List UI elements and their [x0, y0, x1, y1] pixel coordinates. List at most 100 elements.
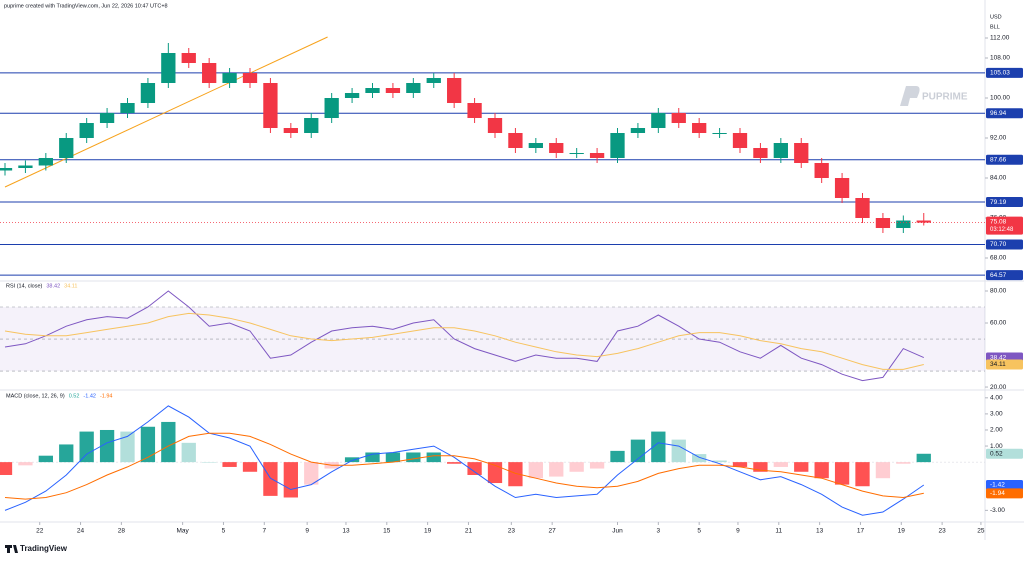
candle-body: [242, 73, 258, 83]
candle-body: [569, 153, 584, 154]
histogram-bar: [467, 462, 482, 475]
x-tick-label: 13: [342, 528, 350, 535]
level-label-box: [986, 154, 1023, 165]
candle-body: [855, 198, 870, 218]
x-tick-label: 15: [383, 528, 391, 535]
x-tick-label: 5: [697, 528, 701, 535]
histogram-bar: [385, 452, 401, 463]
candle-body: [324, 98, 339, 118]
histogram-bar: [304, 462, 319, 485]
level-label: 96.94: [990, 110, 1007, 117]
histogram-bar: [834, 462, 850, 485]
candle-body: [447, 78, 462, 103]
candle-body: [773, 143, 788, 158]
rsi-line: [4, 290, 925, 382]
histogram-bar: [855, 462, 870, 487]
histogram-bar: [426, 452, 441, 463]
unit: BLL: [990, 24, 1000, 30]
x-tick-label: 19: [424, 528, 432, 535]
candle-body: [99, 113, 115, 123]
histogram-bar: [242, 462, 258, 472]
y-tick-label: 100.00: [990, 95, 1010, 102]
candle-body: [304, 118, 319, 133]
histogram-bar: [814, 462, 829, 479]
x-tick-label: 23: [939, 528, 947, 535]
histogram-bar: [365, 452, 380, 463]
histogram-bar: [916, 453, 931, 463]
last-price: 75.08: [990, 218, 1007, 225]
candle-body: [896, 220, 911, 228]
y-tick-label: 3.00: [990, 411, 1003, 418]
histogram-bar: [712, 460, 727, 463]
histogram-bar: [406, 452, 421, 463]
y-tick-label: 20.00: [990, 384, 1007, 391]
candle-body: [181, 53, 196, 63]
candle-body: [365, 88, 380, 93]
histogram-bar: [692, 454, 707, 463]
candle-body: [610, 133, 625, 158]
macd-line: [4, 432, 924, 500]
level-label: 64.57: [990, 272, 1007, 279]
macd-value-label-box: [986, 479, 1023, 490]
x-tick-label: 17: [857, 528, 865, 535]
watermark-text: PUPRIME: [922, 92, 968, 103]
x-tick-label: 9: [305, 528, 309, 535]
x-tick-label: 11: [775, 528, 782, 535]
candle-body: [508, 133, 523, 148]
watermark: PUPRIME: [900, 86, 968, 106]
histogram-bar: [773, 462, 788, 467]
y-tick-label: 112.00: [990, 35, 1010, 42]
indicator-value: 34.11: [64, 283, 77, 289]
histogram-bar: [59, 444, 74, 463]
candle-body: [589, 153, 605, 158]
level-label: 87.66: [990, 156, 1007, 163]
x-tick-label: 9: [736, 528, 740, 535]
y-tick-label: -3.00: [990, 507, 1005, 514]
candle-body: [283, 128, 298, 133]
candle-body: [263, 83, 278, 128]
y-tick-label: 2.00: [990, 427, 1003, 434]
level-label: 79.19: [990, 199, 1007, 206]
candle-body: [222, 73, 237, 83]
x-tick-label: May: [176, 528, 189, 535]
candle-body: [406, 83, 421, 93]
histogram-bar: [487, 462, 503, 484]
candle-body: [651, 113, 666, 128]
candle-body: [140, 83, 156, 103]
candle-body: [467, 103, 482, 118]
histogram-bar: [161, 421, 176, 463]
indicator-value: 0.52: [69, 393, 80, 399]
macd-value-label: -1.94: [990, 490, 1005, 497]
level-label-box: [986, 67, 1023, 78]
candle-body: [202, 63, 217, 83]
candle-body: [426, 78, 441, 83]
histogram-bar: [569, 462, 584, 472]
x-tick-label: 13: [816, 528, 824, 535]
x-tick-label: 21: [465, 528, 473, 535]
candle-body: [161, 53, 176, 83]
brand: TradingView: [20, 544, 68, 553]
histogram-bar: [99, 429, 115, 463]
histogram-bar: [263, 462, 278, 496]
logo: TradingView: [5, 544, 68, 553]
x-tick-label: 22: [36, 528, 44, 535]
plot-area: [0, 36, 985, 516]
candle-body: [712, 133, 727, 134]
rsi-value-label-box: [986, 359, 1023, 370]
rsi-line: [4, 312, 924, 370]
x-tick-label: 25: [977, 528, 985, 535]
histogram-bar: [528, 462, 543, 479]
candle-body: [38, 158, 53, 166]
histogram-bar: [38, 455, 53, 463]
histogram-bar: [732, 462, 748, 467]
indicator-title: RSI (14, close): [6, 283, 43, 289]
macd-value-label-box: [986, 488, 1023, 499]
x-tick-label: 28: [118, 528, 126, 535]
y-tick-label: 4.00: [990, 395, 1003, 402]
macd-value-label: -1.42: [990, 482, 1005, 489]
currency: USD: [990, 14, 1002, 20]
watermark-logo: [900, 86, 920, 106]
x-tick-label: 5: [222, 528, 226, 535]
histogram-bar: [344, 457, 360, 463]
